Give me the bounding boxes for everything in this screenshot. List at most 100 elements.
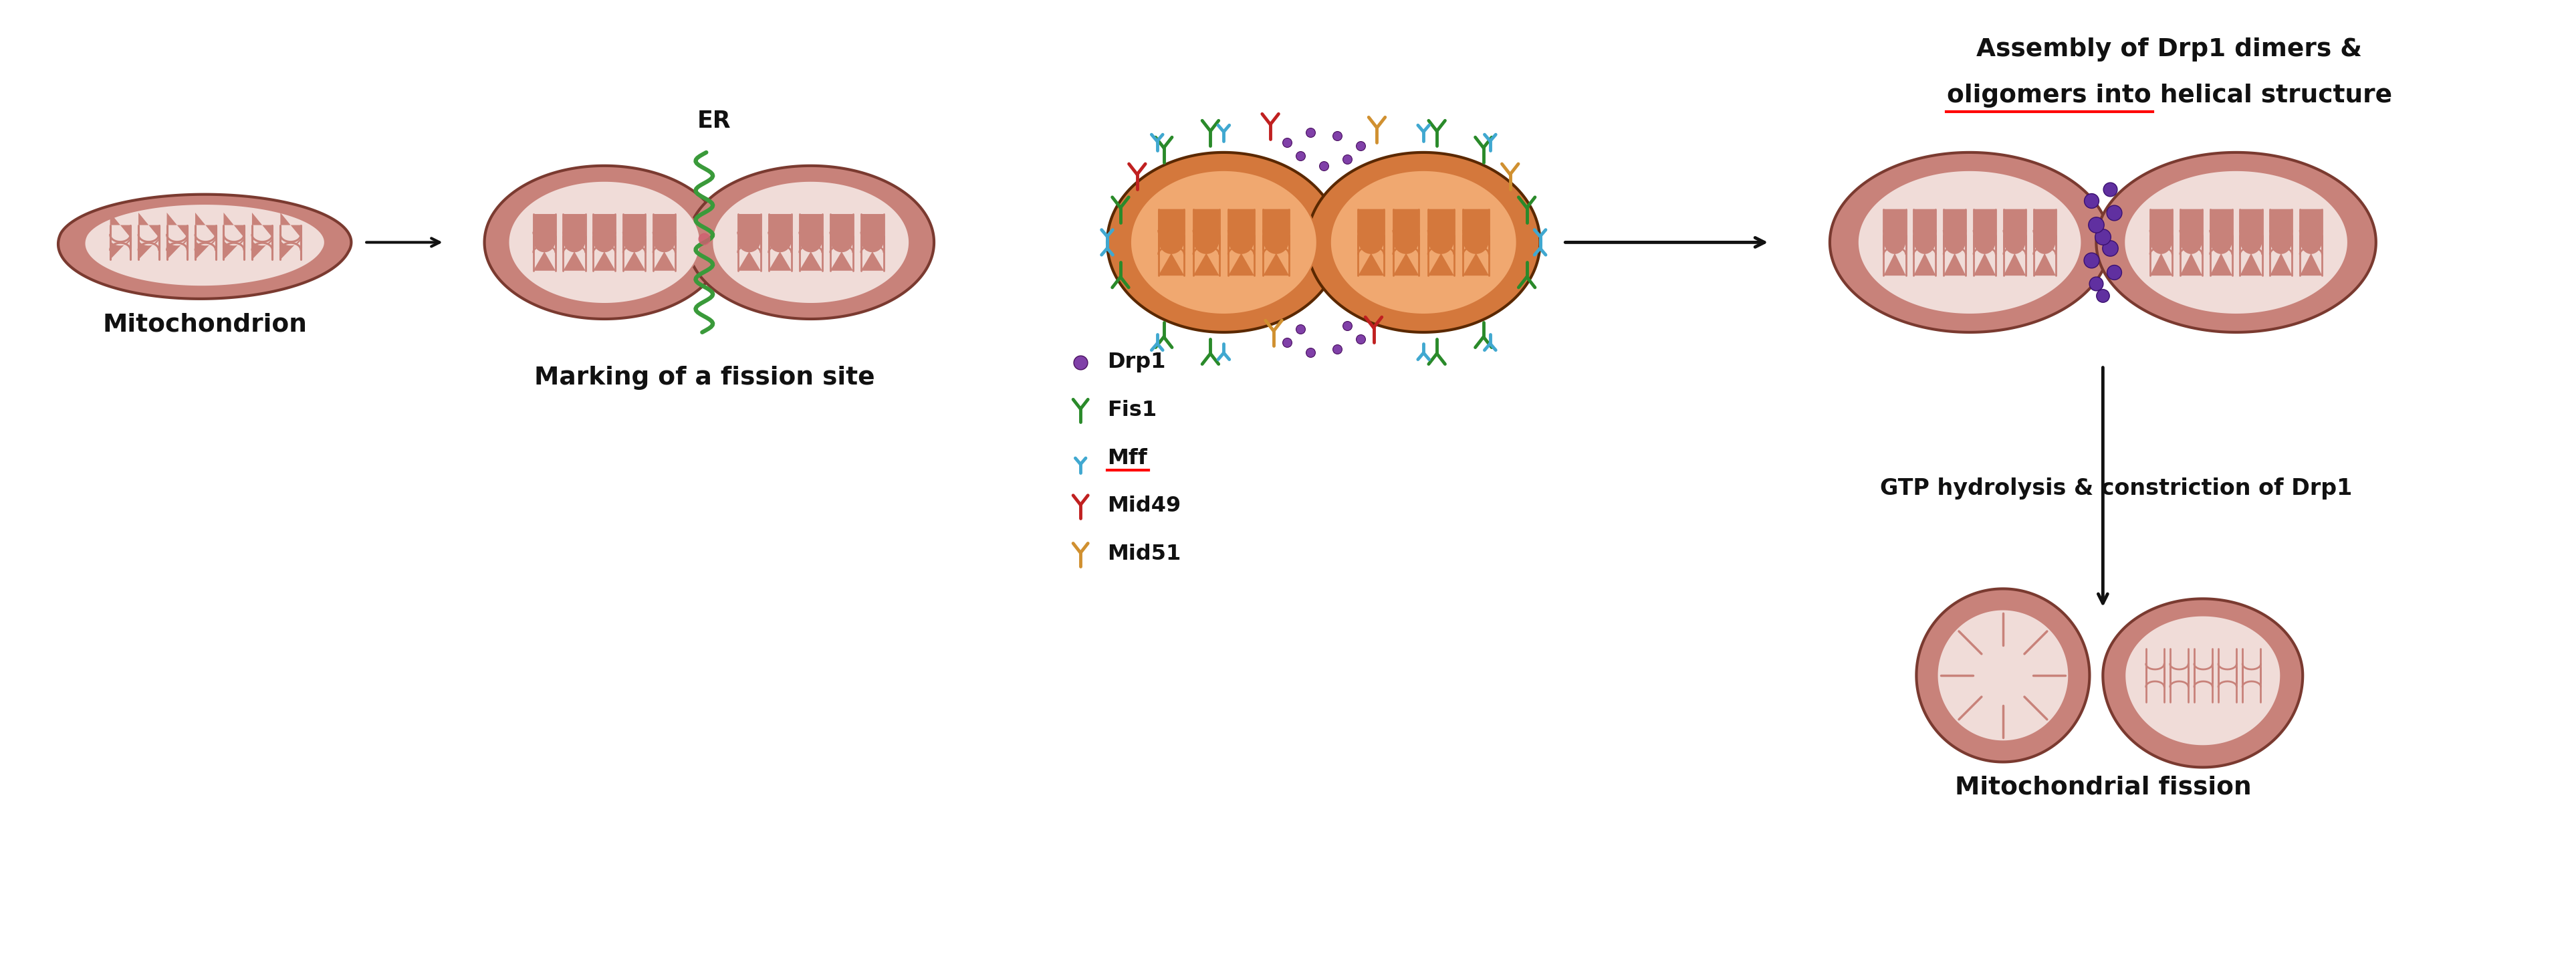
Polygon shape (737, 233, 760, 271)
Text: Mitochondrion: Mitochondrion (103, 313, 307, 336)
Polygon shape (1159, 231, 1185, 276)
Polygon shape (484, 166, 724, 319)
Polygon shape (1883, 231, 1906, 276)
Polygon shape (2032, 209, 2056, 254)
Polygon shape (737, 214, 760, 252)
Polygon shape (1193, 209, 1218, 254)
Polygon shape (829, 214, 853, 252)
Polygon shape (281, 238, 301, 260)
Polygon shape (2151, 209, 2172, 254)
Text: Marking of a fission site: Marking of a fission site (533, 365, 876, 390)
Text: ER: ER (698, 109, 732, 133)
Text: Assembly of Drp1 dimers &: Assembly of Drp1 dimers & (1976, 37, 2362, 62)
Polygon shape (1229, 209, 1255, 254)
Polygon shape (1262, 209, 1288, 254)
Polygon shape (2125, 616, 2280, 745)
Polygon shape (2300, 209, 2321, 254)
Polygon shape (1463, 209, 1489, 254)
Polygon shape (85, 204, 325, 286)
Polygon shape (711, 181, 909, 304)
Text: oligomers into helical structure: oligomers into helical structure (1947, 84, 2393, 107)
Polygon shape (1973, 231, 1996, 276)
Polygon shape (139, 213, 160, 237)
Text: Mitochondrial fission: Mitochondrial fission (1955, 776, 2251, 799)
Polygon shape (1857, 170, 2081, 315)
Polygon shape (1917, 589, 2089, 762)
Polygon shape (1937, 610, 2069, 742)
Polygon shape (167, 213, 188, 237)
Polygon shape (196, 213, 216, 237)
Polygon shape (2241, 209, 2262, 254)
Polygon shape (654, 233, 675, 271)
Polygon shape (2151, 231, 2172, 276)
Polygon shape (1973, 209, 1996, 254)
Polygon shape (139, 238, 160, 260)
Polygon shape (592, 233, 616, 271)
Polygon shape (2097, 152, 2375, 332)
Polygon shape (1914, 231, 1935, 276)
Polygon shape (799, 233, 822, 271)
Polygon shape (2241, 231, 2262, 276)
Polygon shape (1108, 152, 1340, 332)
Polygon shape (564, 233, 585, 271)
Polygon shape (2102, 599, 2303, 767)
Polygon shape (2004, 231, 2025, 276)
Text: Mid49: Mid49 (1108, 495, 1180, 517)
Polygon shape (654, 214, 675, 252)
Polygon shape (829, 233, 853, 271)
Polygon shape (1394, 209, 1419, 254)
Polygon shape (507, 181, 701, 304)
Polygon shape (1262, 231, 1288, 276)
Polygon shape (592, 214, 616, 252)
Polygon shape (2179, 209, 2202, 254)
Polygon shape (1229, 231, 1255, 276)
Polygon shape (2032, 231, 2056, 276)
Polygon shape (1463, 231, 1489, 276)
Polygon shape (1394, 231, 1419, 276)
Text: GTP hydrolysis & constriction of Drp1: GTP hydrolysis & constriction of Drp1 (1880, 478, 2352, 500)
Polygon shape (252, 238, 273, 260)
Polygon shape (768, 214, 791, 252)
Polygon shape (1427, 231, 1453, 276)
Polygon shape (1329, 170, 1517, 315)
Polygon shape (1159, 209, 1185, 254)
Polygon shape (111, 213, 131, 237)
Polygon shape (1427, 209, 1453, 254)
Polygon shape (2179, 231, 2202, 276)
Polygon shape (111, 238, 131, 260)
Polygon shape (224, 213, 245, 237)
Polygon shape (1358, 231, 1383, 276)
Polygon shape (2269, 231, 2293, 276)
Polygon shape (1914, 209, 1935, 254)
Polygon shape (2269, 209, 2293, 254)
Polygon shape (281, 213, 301, 237)
Polygon shape (860, 214, 884, 252)
Text: Mff: Mff (1108, 447, 1146, 469)
Polygon shape (196, 238, 216, 260)
Polygon shape (2125, 170, 2347, 315)
Polygon shape (1883, 209, 1906, 254)
Polygon shape (1945, 209, 1965, 254)
Polygon shape (167, 238, 188, 260)
Polygon shape (2004, 209, 2025, 254)
Polygon shape (1358, 209, 1383, 254)
Polygon shape (623, 233, 647, 271)
Polygon shape (1131, 170, 1316, 315)
Polygon shape (59, 194, 350, 299)
Polygon shape (799, 214, 822, 252)
Text: Fis1: Fis1 (1108, 400, 1157, 420)
Polygon shape (1306, 152, 1540, 332)
Text: Drp1: Drp1 (1108, 352, 1167, 372)
Polygon shape (252, 213, 273, 237)
Polygon shape (1829, 152, 2110, 332)
Polygon shape (1193, 231, 1218, 276)
Polygon shape (533, 233, 556, 271)
Polygon shape (564, 214, 585, 252)
Polygon shape (768, 233, 791, 271)
Polygon shape (860, 233, 884, 271)
Polygon shape (224, 238, 245, 260)
Polygon shape (688, 166, 935, 319)
Polygon shape (2210, 209, 2233, 254)
Polygon shape (623, 214, 647, 252)
Polygon shape (1945, 231, 1965, 276)
